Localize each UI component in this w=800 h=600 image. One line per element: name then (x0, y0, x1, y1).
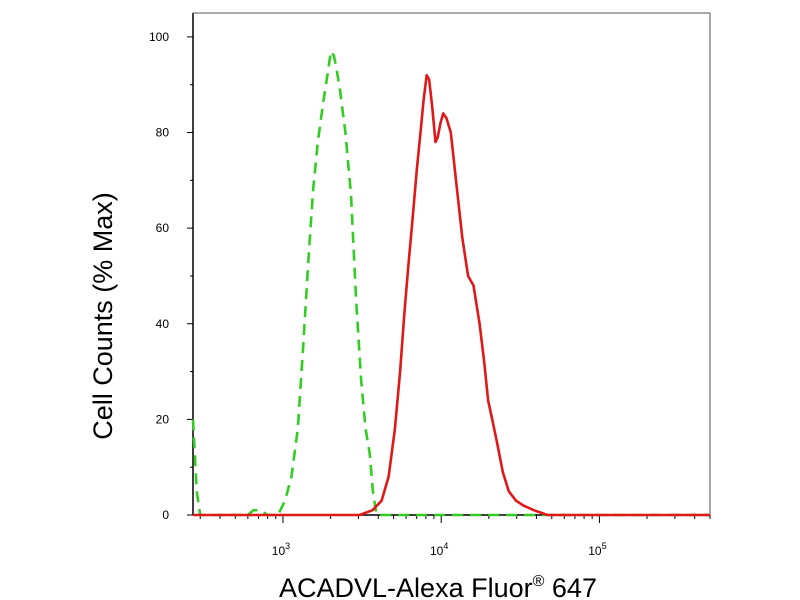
y-tick-label: 40 (156, 317, 170, 331)
y-tick-label: 60 (156, 221, 170, 235)
x-tick-label-exponent: 3 (285, 541, 290, 551)
x-tick-label: 103 (272, 541, 290, 558)
y-tick-label: 0 (162, 508, 169, 522)
series-layer (191, 49, 710, 517)
x-tick-label-base: 10 (588, 544, 602, 558)
x-tick-label-base: 10 (272, 544, 286, 558)
y-tick-label: 20 (156, 412, 170, 426)
x-tick-label-exponent: 5 (602, 541, 607, 551)
y-ticks: 0 20 40 60 80 100 (149, 30, 193, 522)
y-tick-label: 100 (149, 30, 169, 44)
x-axis-title: ACADVL-Alexa Fluor® 647 (279, 573, 597, 600)
x-axis-title-superscript: ® (533, 573, 545, 590)
x-tick-label: 105 (588, 541, 606, 558)
x-tick-label-exponent: 4 (443, 541, 448, 551)
y-tick-label: 80 (156, 126, 170, 140)
sample-histogram-line (193, 73, 710, 517)
x-axis-title-suffix: 647 (544, 573, 597, 600)
y-axis-title: Cell Counts (% Max) (88, 192, 118, 440)
x-tick-label-base: 10 (430, 544, 444, 558)
x-tick-label: 104 (430, 541, 448, 558)
x-axis-title-main: ACADVL-Alexa Fluor (279, 573, 533, 600)
